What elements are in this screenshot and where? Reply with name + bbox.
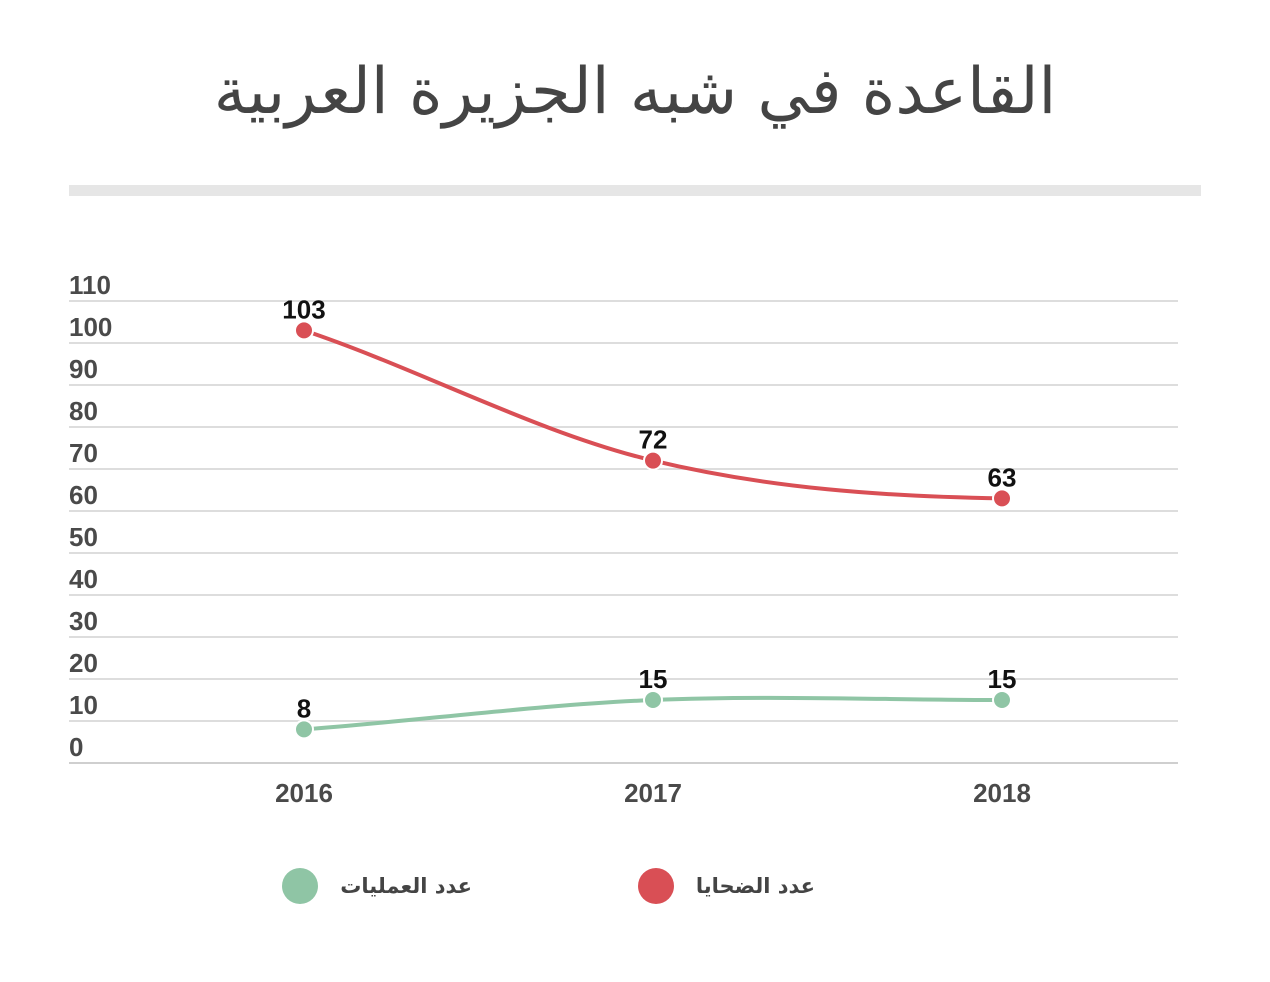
- chart-title: القاعدة في شبه الجزيرة العربية: [213, 55, 1057, 129]
- y-tick-label: 30: [69, 606, 98, 636]
- data-point: [294, 320, 314, 341]
- data-label: 63: [988, 462, 1017, 492]
- y-axis-ticks: 0 10 20 30 40 50 60 70 80 90 100 110: [69, 270, 112, 762]
- data-label: 103: [282, 294, 325, 324]
- data-label: 72: [639, 425, 668, 455]
- series-layer: [294, 320, 1012, 740]
- data-labels: 103 72 63 8 15 15: [282, 294, 1016, 723]
- y-tick-label: 10: [69, 690, 98, 720]
- x-tick-label: 2016: [275, 778, 333, 808]
- y-tick-label: 100: [69, 312, 112, 342]
- legend-label: عدد العمليات: [340, 874, 472, 898]
- data-label: 8: [297, 693, 311, 723]
- y-tick-label: 90: [69, 354, 98, 384]
- gridlines: [69, 300, 1178, 764]
- data-point: [992, 690, 1012, 710]
- legend-item-operations: عدد العمليات: [282, 866, 472, 906]
- legend: عدد الضحايا عدد العمليات: [0, 866, 1270, 906]
- y-tick-label: 60: [69, 480, 98, 510]
- y-tick-label: 0: [69, 732, 83, 762]
- y-tick-label: 20: [69, 648, 98, 678]
- legend-swatch: [637, 868, 674, 904]
- data-point: [643, 690, 663, 710]
- data-point: [294, 719, 314, 740]
- series-line: [303, 328, 1003, 501]
- y-tick-label: 80: [69, 396, 98, 426]
- data-label: 15: [639, 664, 668, 694]
- data-point: [643, 450, 663, 471]
- data-label: 15: [988, 664, 1017, 694]
- title-divider: [69, 185, 1201, 196]
- y-tick-label: 70: [69, 438, 98, 468]
- x-tick-label: 2018: [973, 778, 1031, 808]
- legend-item-casualties: عدد الضحايا: [637, 866, 815, 906]
- x-tick-label: 2017: [624, 778, 682, 808]
- legend-label: عدد الضحايا: [695, 874, 815, 898]
- x-axis-ticks: 2016 2017 2018: [275, 778, 1031, 808]
- data-point: [992, 488, 1012, 509]
- y-tick-label: 110: [69, 270, 111, 300]
- legend-swatch: [282, 868, 319, 904]
- y-tick-label: 40: [69, 564, 98, 594]
- y-tick-label: 50: [69, 522, 98, 552]
